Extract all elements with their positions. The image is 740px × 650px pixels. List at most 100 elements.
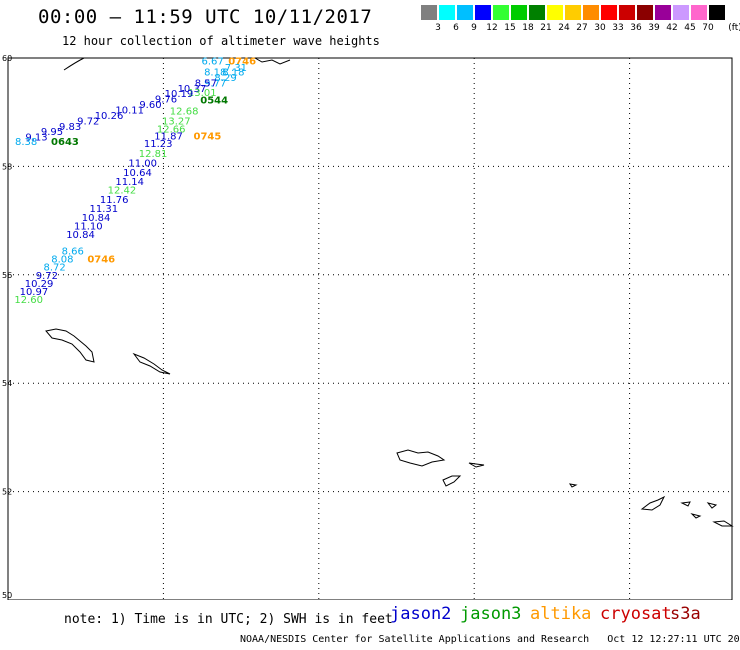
wave-height-label: 9.77 [204, 78, 226, 89]
scale-label: 15 [504, 23, 516, 33]
scale-label: 18 [522, 23, 534, 33]
wave-height-label: 6.67 [201, 57, 223, 68]
wave-height-label: 9.83 [59, 122, 81, 133]
wave-height-label: 8.72 [43, 263, 65, 274]
island-east-3 [706, 502, 718, 509]
satellite-legend-altika: altika [530, 604, 592, 624]
pass-time-label: 0643 [51, 137, 79, 148]
scale-label: 70 [702, 23, 714, 33]
pass-time-label: 0745 [194, 132, 222, 143]
wave-height-label: 10.64 [123, 168, 152, 179]
island-central [396, 449, 446, 467]
wave-height-label: 9.72 [77, 116, 99, 127]
wave-height-label: 10.97 [20, 287, 49, 298]
wave-height-label: 11.14 [115, 177, 144, 188]
wave-height-label: 11.23 [144, 139, 173, 150]
graticule [8, 58, 732, 600]
island-west-1 [45, 328, 95, 363]
scale-swatch [439, 5, 455, 20]
pass-time-label: 0746 [228, 57, 256, 68]
wave-height-label: 10.26 [95, 111, 124, 122]
wave-height-label: 7.31 [225, 63, 247, 74]
wave-height-label: 10.84 [82, 213, 111, 224]
scale-swatch [583, 5, 599, 20]
island-east-2 [680, 501, 691, 507]
lat-tick-label: 58 [2, 162, 12, 171]
scale-unit: (ft) [728, 23, 740, 33]
scale-label: 12 [486, 23, 498, 33]
scale-swatch [457, 5, 473, 20]
lat-tick-label: 50 [2, 591, 12, 600]
wave-height-label: 12.42 [108, 186, 137, 197]
wave-height-label: 10.19 [165, 89, 194, 100]
wave-height-label: 13.27 [162, 116, 191, 127]
map-title: 00:00 – 11:59 UTC 10/11/2017 [38, 6, 373, 28]
scale-label: 30 [594, 23, 606, 33]
wave-height-label: 10.29 [25, 279, 54, 290]
wave-height-label: 8.29 [214, 73, 236, 84]
wave-height-label: 12.81 [139, 149, 168, 160]
scale-swatch [655, 5, 671, 20]
pass-time-label: 0544 [200, 96, 228, 107]
scale-swatch [475, 5, 491, 20]
scale-swatch [601, 5, 617, 20]
scale-swatch [637, 5, 653, 20]
wave-height-label: 10.11 [115, 105, 144, 116]
scale-label: 6 [453, 23, 459, 33]
scale-swatch [493, 5, 509, 20]
map-frame [7, 57, 733, 600]
lat-tick-label: 54 [2, 379, 12, 388]
scale-swatch [529, 5, 545, 20]
island-small-1 [468, 462, 485, 468]
island-small-3 [568, 483, 578, 488]
satellite-legend-jason3: jason3 [460, 604, 522, 624]
coastline-northeast [254, 57, 291, 65]
scale-label: 36 [630, 23, 642, 33]
island-east-1 [640, 495, 666, 511]
wave-height-label: 10.37 [178, 84, 207, 95]
wave-height-label: 8.66 [62, 246, 84, 257]
scale-label: 3 [435, 23, 441, 33]
scale-swatch [565, 5, 581, 20]
wave-height-label: 8.57 [195, 78, 217, 89]
wave-height-label: 8.08 [51, 255, 73, 266]
scale-label: 9 [471, 23, 477, 33]
observation-labels: 6.67 07467.318.188.188.299.778.5710.3713.… [14, 57, 256, 306]
map-subtitle: 12 hour collection of altimeter wave hei… [62, 34, 380, 48]
coastlines [45, 57, 734, 527]
scale-swatch [709, 5, 725, 20]
wave-height-label: 11.31 [90, 204, 119, 215]
scale-swatch [619, 5, 635, 20]
scale-label: 24 [558, 23, 570, 33]
scale-label: 27 [576, 23, 588, 33]
map-panel: 165168171174177605856545250 6.6707467.31… [2, 54, 734, 600]
wave-height-label: 12.60 [14, 295, 43, 306]
satellite-legend-jason2: jason2 [390, 604, 452, 624]
satellite-legend-cryosat: cryosat [600, 604, 672, 624]
wave-height-label: 13.01 [188, 88, 217, 99]
axis-ticks: 165168171174177605856545250 [2, 54, 12, 600]
island-east-5 [712, 520, 734, 527]
wave-height-label: 8.18 [204, 68, 226, 79]
scale-label: 39 [648, 23, 660, 33]
pass-time-label: 0746 [87, 255, 115, 266]
wave-height-label: 11.76 [100, 195, 129, 206]
scale-label: 33 [612, 23, 624, 33]
island-east-4 [690, 513, 702, 519]
wave-height-label: 12.68 [170, 107, 199, 118]
coastline-north [63, 57, 85, 71]
scale-swatch [673, 5, 689, 20]
wave-height-label: 10.84 [66, 230, 95, 241]
wave-height-label: 9.95 [41, 127, 63, 138]
wave-height-label: 9.13 [25, 133, 47, 144]
scale-swatch [691, 5, 707, 20]
island-small-2 [442, 475, 462, 487]
wave-height-label: 11.00 [128, 159, 157, 170]
credit-footer: NOAA/NESDIS Center for Satellite Applica… [240, 634, 740, 645]
footnote: note: 1) Time is in UTC; 2) SWH is in fe… [64, 612, 393, 627]
scale-swatch [547, 5, 563, 20]
scale-label: 45 [684, 23, 696, 33]
satellite-legend-s3a: s3a [670, 604, 701, 624]
wave-height-label: 8.38 [15, 137, 37, 148]
island-west-2 [132, 352, 171, 375]
